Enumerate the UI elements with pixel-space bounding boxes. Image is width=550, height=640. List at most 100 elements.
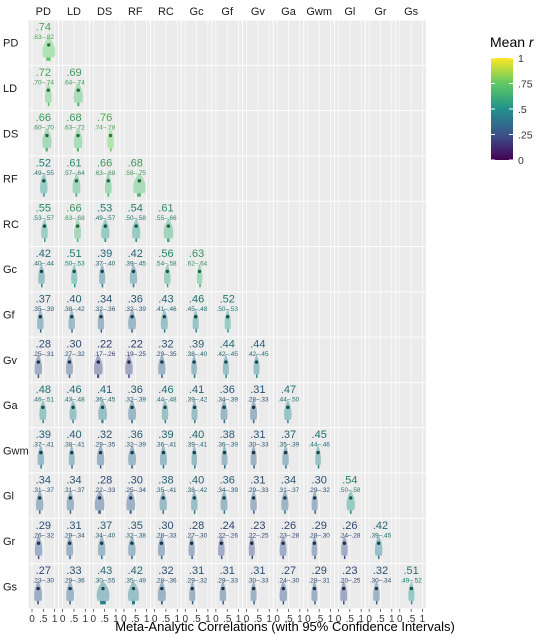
row-header-ld: LD — [3, 83, 17, 95]
mean-r-label: .46 — [158, 384, 173, 396]
row-header-rc: RC — [3, 219, 19, 231]
x-tick-label: .5 — [192, 614, 201, 625]
mean-r-label: .38 — [220, 429, 235, 441]
density-violin — [191, 354, 197, 375]
mean-point — [165, 269, 169, 274]
confidence-interval-bar — [284, 510, 286, 514]
cell-gc-pd: .42.40–.44 — [33, 248, 54, 288]
row-header-rf: RF — [3, 174, 18, 186]
ci-label: .34–.39 — [217, 396, 239, 403]
ci-label: .38–.41 — [63, 442, 85, 449]
mean-r-label: .40 — [66, 429, 81, 441]
ci-label: .46–.51 — [33, 396, 55, 403]
confidence-interval-bar — [104, 238, 107, 242]
density-violin — [65, 354, 73, 375]
density-violin — [196, 263, 203, 284]
ci-label: .24–.30 — [278, 578, 300, 585]
cell-ld-ld: .69.64–.74 — [63, 67, 85, 107]
cell-gl-gwm: .30.29–.32 — [309, 475, 330, 514]
x-tick-label: 0 — [366, 614, 372, 625]
mean-r-label: .36 — [128, 293, 143, 305]
ci-label: .36–.41 — [155, 442, 177, 449]
cell-gl-ld: .34.31–.37 — [63, 475, 85, 514]
cell-gv-ds: .22.17–.26 — [93, 339, 116, 378]
confidence-interval-bar — [343, 600, 345, 605]
density-violin — [158, 354, 166, 375]
x-tick-label: 1 — [144, 614, 150, 625]
x-tick-label: .5 — [39, 614, 48, 625]
ci-label: .70–.74 — [33, 79, 55, 86]
mean-point — [374, 586, 379, 591]
confidence-interval-bar — [317, 465, 320, 469]
confidence-interval-bar — [131, 465, 133, 469]
cell-ga-ga: .47.44–.50 — [278, 384, 300, 424]
density-violin — [66, 535, 74, 556]
density-violin — [38, 263, 45, 284]
mean-point — [134, 224, 138, 228]
ci-label: .22–.26 — [217, 532, 239, 539]
confidence-interval-bar — [39, 329, 42, 333]
x-tick-label: 0 — [60, 614, 66, 625]
mean-r-label: .32 — [158, 565, 173, 577]
ci-label: .35–.39 — [33, 306, 55, 313]
density-violin — [374, 535, 383, 556]
x-tick-label: 0 — [29, 614, 35, 625]
confidence-interval-bar — [162, 510, 165, 514]
density-violin — [42, 37, 56, 58]
mean-point — [376, 541, 381, 545]
x-tick-label: 1 — [389, 614, 395, 625]
confidence-interval-bar — [166, 283, 169, 288]
mean-r-label: .34 — [97, 293, 112, 305]
cell-gv-rc: .32.29–.35 — [155, 339, 177, 378]
mean-point — [71, 405, 75, 410]
x-tick-label: 0 — [182, 614, 188, 625]
mean-point — [68, 496, 73, 500]
cell-gc-gc: .63.62–.64 — [186, 248, 208, 288]
legend-tick-label: 1 — [518, 53, 524, 65]
mean-point — [127, 360, 131, 364]
cell-gr-ga: .26.23–.28 — [278, 520, 300, 560]
confidence-interval-bar — [375, 600, 378, 605]
mean-point — [36, 541, 41, 545]
confidence-interval-bar — [199, 283, 201, 288]
confidence-interval-bar — [72, 419, 74, 424]
density-violin — [159, 490, 167, 511]
mean-point — [70, 450, 74, 455]
mean-r-label: .43 — [158, 293, 173, 305]
density-violin — [284, 399, 292, 420]
confidence-interval-bar — [69, 510, 72, 514]
mean-r-label: .31 — [250, 565, 265, 577]
mean-point — [76, 133, 80, 138]
density-violin — [74, 218, 82, 239]
mean-r-label: .43 — [97, 565, 112, 577]
row-header-gs: Gs — [3, 581, 18, 593]
mean-r-label: .26 — [281, 520, 296, 532]
mean-r-label: .22 — [97, 339, 112, 351]
cell-gc-rf: .42.39–.45 — [125, 248, 146, 288]
cell-gc-ds: .39.37–.40 — [94, 248, 116, 288]
mean-point — [349, 496, 353, 500]
confidence-interval-bar — [39, 510, 41, 514]
cell-ld-pd: .72.70–.74 — [33, 67, 55, 107]
row-header-pd: PD — [3, 38, 18, 50]
mean-point — [46, 88, 51, 92]
confidence-interval-bar — [100, 329, 103, 333]
legend-title: Mean r — [490, 34, 535, 50]
x-axis-label: Meta-Analytic Correlations (with 95% Con… — [115, 619, 455, 634]
mean-point — [161, 450, 166, 455]
x-tick-label: .5 — [131, 614, 140, 625]
cell-ga-rc: .46.44–.48 — [155, 384, 177, 424]
cell-gc-rc: .56.54–.58 — [155, 248, 177, 288]
cell-gr-gl: .26.24–.28 — [339, 520, 361, 560]
ci-label: .37–.40 — [94, 261, 116, 268]
confidence-interval-bar — [253, 600, 255, 605]
cell-gl-ds: .28.22–.33 — [94, 475, 116, 514]
confidence-interval-bar — [97, 374, 100, 378]
mean-point — [192, 405, 197, 410]
ci-label: .49–.57 — [94, 215, 116, 222]
x-tick-label: .5 — [70, 614, 79, 625]
confidence-interval-bar — [46, 57, 51, 61]
cell-gv-gv: .44.42–.45 — [247, 339, 269, 378]
x-tick-label: .5 — [100, 614, 109, 625]
mean-point — [130, 541, 134, 545]
